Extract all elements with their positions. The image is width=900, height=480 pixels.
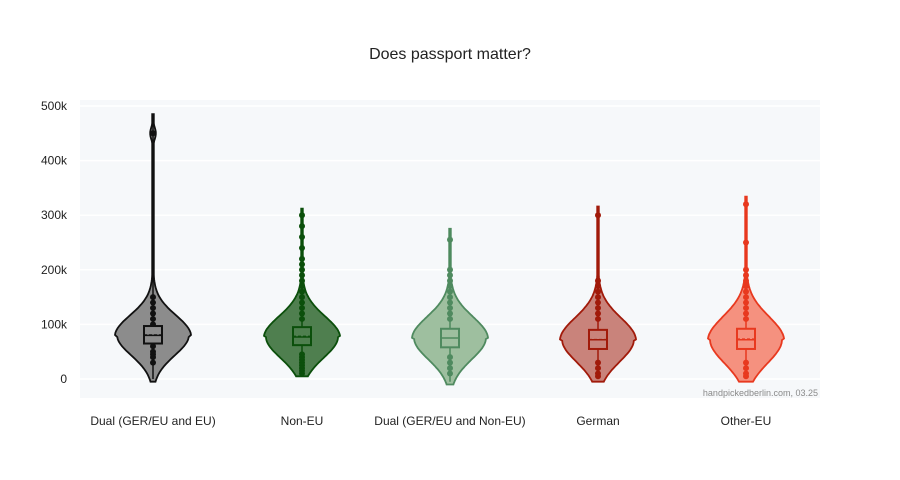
- x-tick-label: Other-EU: [721, 414, 772, 428]
- x-tick-label: Dual (GER/EU and Non-EU): [374, 414, 525, 428]
- data-point: [743, 294, 749, 301]
- data-point: [447, 277, 453, 284]
- data-point: [595, 299, 601, 306]
- data-point: [447, 365, 453, 372]
- violin-group: [559, 205, 637, 383]
- y-tick-label: 400k: [41, 154, 68, 168]
- data-point: [299, 244, 305, 251]
- data-point: [299, 294, 305, 301]
- violin-group: [114, 113, 192, 383]
- data-point: [299, 234, 305, 241]
- y-tick-label: 200k: [41, 263, 68, 277]
- data-point: [447, 310, 453, 317]
- data-point: [299, 223, 305, 230]
- violin-group: [262, 207, 342, 378]
- data-point: [447, 354, 453, 361]
- data-point: [595, 283, 601, 290]
- data-point: [150, 299, 156, 306]
- data-point: [299, 305, 305, 312]
- data-point: [447, 272, 453, 279]
- data-point: [595, 315, 601, 322]
- x-axis: Dual (GER/EU and EU) Non-EU Dual (GER/EU a…: [90, 414, 771, 428]
- data-point: [743, 283, 749, 290]
- data-point: [299, 283, 305, 290]
- data-point: [743, 266, 749, 273]
- data-point: [595, 370, 601, 377]
- data-point: [595, 365, 601, 372]
- data-point: [595, 277, 601, 284]
- data-point: [447, 315, 453, 322]
- data-point: [743, 277, 749, 284]
- data-point: [299, 277, 305, 284]
- y-tick-label: 0: [60, 372, 67, 386]
- data-point: [447, 370, 453, 377]
- data-point: [299, 266, 305, 273]
- data-point: [299, 310, 305, 317]
- data-point: [150, 359, 156, 366]
- data-point: [595, 310, 601, 317]
- data-point: [299, 261, 305, 268]
- data-point: [743, 315, 749, 322]
- data-point: [743, 272, 749, 279]
- data-point: [150, 130, 156, 137]
- data-point: [743, 310, 749, 317]
- violin-group: [411, 227, 489, 386]
- y-tick-label: 300k: [41, 208, 68, 222]
- x-tick-label: Non-EU: [281, 414, 324, 428]
- data-point: [299, 288, 305, 295]
- data-point: [743, 201, 749, 208]
- data-point: [595, 294, 601, 301]
- data-point: [447, 305, 453, 312]
- data-point: [447, 283, 453, 290]
- data-point: [743, 365, 749, 372]
- data-point: [743, 239, 749, 246]
- data-point: [447, 359, 453, 366]
- data-point: [299, 351, 305, 358]
- data-point: [150, 348, 156, 355]
- y-tick-label: 500k: [41, 99, 68, 113]
- watermark-text: handpickedberlin.com, 03.25: [703, 388, 818, 398]
- data-point: [299, 299, 305, 306]
- data-point: [743, 288, 749, 295]
- y-axis: 0 100k 200k 300k 400k 500k: [41, 99, 68, 386]
- data-point: [447, 288, 453, 295]
- data-point: [299, 212, 305, 219]
- data-point: [743, 299, 749, 306]
- data-point: [150, 315, 156, 322]
- data-point: [150, 294, 156, 301]
- y-tick-label: 100k: [41, 317, 68, 331]
- data-point: [595, 359, 601, 366]
- data-point: [150, 343, 156, 350]
- x-tick-label: German: [576, 414, 619, 428]
- data-point: [447, 236, 453, 243]
- data-point: [595, 212, 601, 219]
- data-point: [447, 266, 453, 273]
- data-point: [447, 299, 453, 306]
- data-point: [743, 359, 749, 366]
- x-tick-label: Dual (GER/EU and EU): [90, 414, 215, 428]
- chart-title: Does passport matter?: [369, 46, 531, 63]
- violin-group: [707, 195, 785, 383]
- data-point: [150, 310, 156, 317]
- data-point: [299, 315, 305, 322]
- data-point: [595, 288, 601, 295]
- data-point: [150, 305, 156, 312]
- data-point: [299, 272, 305, 279]
- data-point: [299, 255, 305, 262]
- violins: [114, 113, 785, 386]
- data-point: [595, 305, 601, 312]
- data-point: [743, 370, 749, 377]
- data-point: [447, 294, 453, 301]
- data-point: [743, 305, 749, 312]
